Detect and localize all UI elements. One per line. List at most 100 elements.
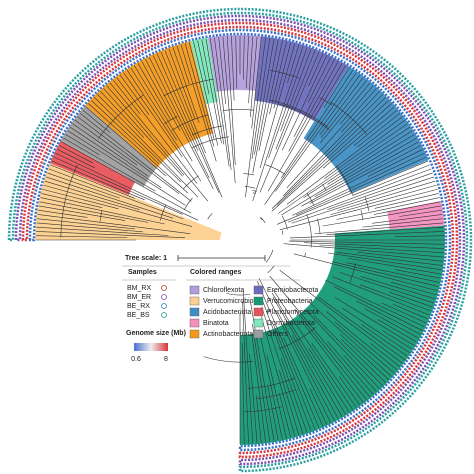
branch bbox=[286, 116, 403, 205]
branch-arc bbox=[281, 230, 284, 235]
branch bbox=[126, 69, 202, 182]
sample-label: BM_ER bbox=[127, 294, 151, 301]
range-label: Binatota bbox=[203, 320, 229, 327]
branch-arc bbox=[281, 215, 288, 230]
branch-arc bbox=[244, 186, 256, 189]
branch bbox=[314, 137, 417, 198]
branch bbox=[319, 244, 444, 254]
branch bbox=[399, 209, 442, 217]
branch bbox=[48, 168, 184, 220]
branch bbox=[362, 218, 443, 228]
sample-label: BE_BS bbox=[127, 312, 150, 319]
clade-wedge bbox=[35, 163, 222, 240]
branch bbox=[231, 36, 235, 101]
branch bbox=[364, 308, 419, 339]
branch bbox=[50, 164, 136, 199]
branch bbox=[303, 126, 411, 199]
branch bbox=[266, 354, 287, 439]
branch bbox=[103, 88, 183, 177]
branch bbox=[279, 392, 292, 438]
branch-arc bbox=[265, 309, 271, 313]
branch bbox=[218, 37, 227, 105]
branch bbox=[57, 149, 95, 169]
branch-arc bbox=[330, 101, 367, 135]
branch bbox=[346, 262, 440, 283]
branch bbox=[197, 40, 210, 95]
branch bbox=[275, 74, 361, 192]
branch-arc bbox=[256, 389, 296, 399]
branch bbox=[273, 324, 316, 430]
branch bbox=[394, 235, 444, 238]
branch bbox=[269, 41, 287, 115]
branch bbox=[214, 37, 232, 170]
samples-list: BM_RX BM_ER BE_RX BE_BS bbox=[127, 285, 167, 319]
branch bbox=[291, 176, 435, 224]
branch-arc bbox=[164, 116, 178, 125]
branch bbox=[373, 201, 441, 215]
branch bbox=[322, 106, 395, 169]
branch bbox=[47, 172, 120, 199]
branch-arc bbox=[322, 184, 327, 191]
branch bbox=[42, 188, 119, 210]
range-swatch bbox=[253, 318, 264, 328]
branch bbox=[300, 320, 364, 403]
branch bbox=[245, 37, 266, 198]
branch bbox=[226, 36, 236, 166]
clade-wedge bbox=[49, 140, 136, 196]
branch-arc bbox=[364, 196, 370, 212]
branch bbox=[61, 141, 192, 214]
branch bbox=[130, 67, 177, 141]
branch bbox=[269, 275, 371, 398]
branch bbox=[277, 311, 335, 421]
branch bbox=[337, 180, 436, 211]
annotation-ring bbox=[28, 28, 452, 452]
branch bbox=[352, 164, 430, 196]
branch bbox=[164, 50, 206, 154]
range-swatch bbox=[253, 307, 264, 317]
branch bbox=[242, 290, 254, 444]
branch bbox=[116, 77, 198, 184]
genome-size-gradient bbox=[134, 343, 168, 351]
branch-arc bbox=[226, 293, 251, 296]
branch bbox=[327, 172, 433, 210]
branch bbox=[320, 79, 367, 138]
branch bbox=[261, 299, 312, 432]
branch-arc bbox=[171, 114, 209, 131]
branch bbox=[361, 324, 408, 357]
branch bbox=[330, 184, 437, 216]
branch bbox=[339, 272, 435, 304]
branch bbox=[53, 156, 183, 215]
samples-title: Samples bbox=[128, 269, 157, 276]
branch bbox=[276, 160, 429, 225]
branch bbox=[292, 152, 425, 216]
branch bbox=[69, 126, 162, 188]
branch bbox=[36, 226, 169, 236]
branch bbox=[332, 261, 439, 287]
branch bbox=[388, 291, 433, 308]
branch bbox=[359, 284, 432, 312]
branch bbox=[308, 53, 324, 86]
branch bbox=[382, 330, 413, 350]
branch bbox=[209, 38, 230, 167]
branch bbox=[339, 85, 374, 125]
branch bbox=[37, 218, 135, 230]
branch bbox=[353, 109, 398, 146]
branch bbox=[41, 193, 103, 208]
branch bbox=[287, 44, 300, 83]
branch bbox=[241, 342, 245, 444]
branch bbox=[267, 385, 279, 441]
branch bbox=[251, 38, 271, 159]
branch bbox=[271, 292, 346, 415]
branch-arc bbox=[192, 136, 229, 149]
branch bbox=[276, 100, 389, 206]
branch bbox=[324, 119, 406, 179]
branch bbox=[43, 184, 192, 227]
branch bbox=[271, 103, 392, 212]
branch bbox=[283, 337, 324, 427]
branch bbox=[91, 100, 160, 165]
branch bbox=[280, 69, 354, 179]
branch-arc bbox=[336, 165, 354, 196]
branch bbox=[392, 303, 429, 320]
branch bbox=[272, 297, 343, 417]
branch bbox=[313, 65, 346, 118]
